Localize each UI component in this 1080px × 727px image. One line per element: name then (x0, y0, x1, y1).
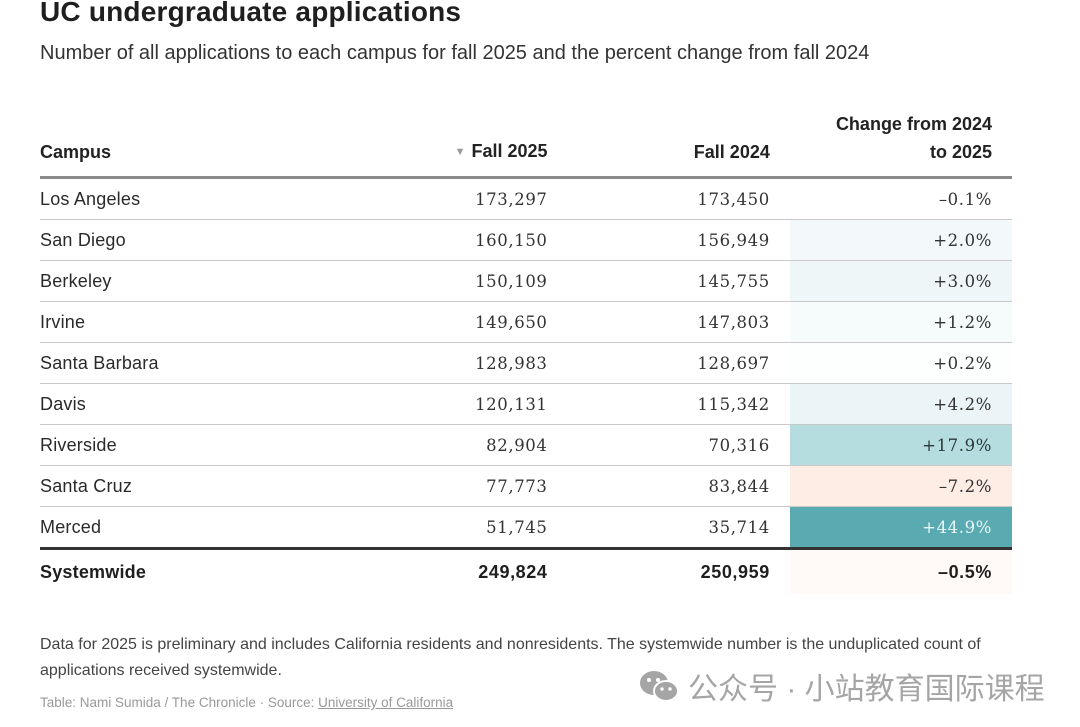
column-header-fall-2024[interactable]: Fall 2024 (693, 142, 770, 162)
credit-line: Table: Nami Sumida / The Chronicle · Sou… (40, 695, 454, 710)
page-title: UC undergraduate applications (40, 0, 462, 27)
wechat-icon (638, 669, 680, 703)
watermark: 公众号 · 小站教育国际课程 (638, 664, 1045, 708)
source-link[interactable]: University of California (318, 695, 454, 710)
footnote: Data for 2025 is preliminary and include… (40, 636, 981, 679)
column-header-fall-2025[interactable]: ▼ Fall 2025 (454, 141, 548, 161)
table-row: Berkeley 150,109 145,755 +3.0% (40, 260, 1012, 302)
column-header-change[interactable]: Change from 2024 to 2025 (835, 114, 992, 162)
table-row: Santa Cruz 77,773 83,844 –7.2% (40, 465, 1012, 507)
table-row: Davis 120,131 115,342 +4.2% (40, 383, 1012, 425)
table-total-row: Systemwide 249,824 250,959 –0.5% (40, 548, 1012, 594)
sort-descending-icon: ▼ (454, 146, 466, 158)
table-row: Los Angeles 173,297 173,450 –0.1% (40, 177, 1012, 220)
table-header-row: Campus ▼ Fall 2025 Fall 2024 Change from … (40, 110, 1012, 178)
table-row: Merced 51,745 35,714 +44.9% (40, 506, 1012, 550)
table-row: San Diego 160,150 156,949 +2.0% (40, 219, 1012, 261)
applications-table: Campus ▼ Fall 2025 Fall 2024 Change from … (40, 110, 1012, 594)
table-row: Santa Barbara 128,983 128,697 +0.2% (40, 342, 1012, 384)
column-header-campus[interactable]: Campus (40, 142, 112, 162)
table-row: Riverside 82,904 70,316 +17.9% (40, 424, 1012, 466)
page-subtitle: Number of all applications to each campu… (40, 42, 870, 64)
table-row: Irvine 149,650 147,803 +1.2% (40, 301, 1012, 343)
